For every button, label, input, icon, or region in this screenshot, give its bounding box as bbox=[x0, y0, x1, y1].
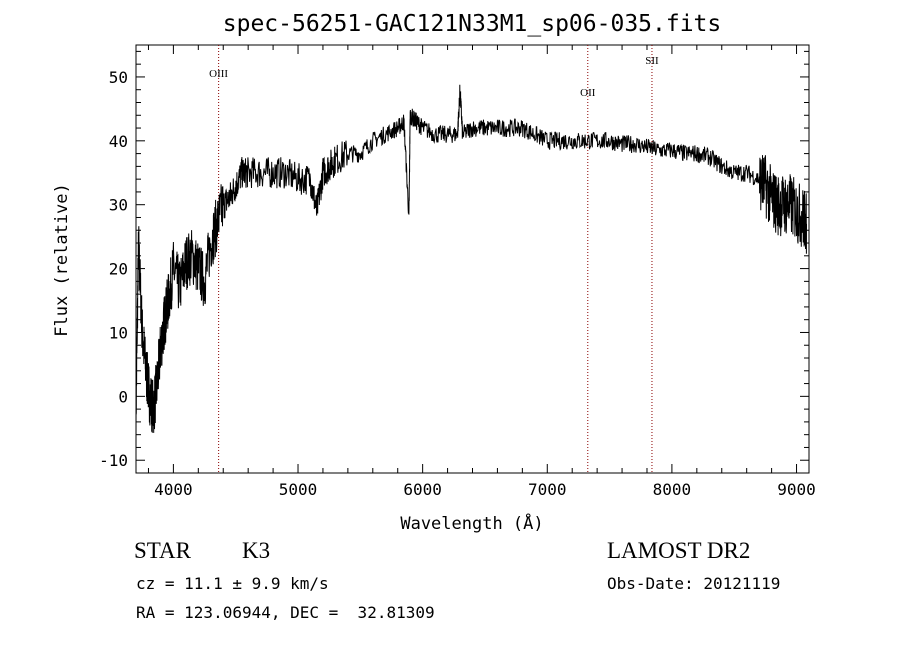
obs-date-text: Obs-Date: 20121119 bbox=[607, 574, 781, 593]
coordinates-text: RA = 123.06944, DEC = 32.81309 bbox=[136, 603, 435, 622]
y-tick-label: 10 bbox=[109, 323, 128, 342]
emission-line-markers: OIII OII SII bbox=[209, 45, 659, 473]
survey-name: LAMOST DR2 bbox=[607, 538, 751, 563]
plot-frame bbox=[135, 44, 810, 474]
x-axis-label: Wavelength (Å) bbox=[400, 512, 543, 534]
object-subclass: K3 bbox=[242, 538, 271, 563]
chart-title: spec-56251-GAC121N33M1_sp06-035.fits bbox=[223, 11, 722, 37]
emission-line-label: OII bbox=[580, 87, 596, 99]
emission-line-label: SII bbox=[645, 55, 659, 67]
x-tick-label: 9000 bbox=[777, 480, 816, 499]
y-tick-label: 50 bbox=[109, 68, 128, 87]
emission-line-label: OIII bbox=[209, 68, 228, 80]
x-tick-label: 7000 bbox=[528, 480, 567, 499]
x-tick-label: 8000 bbox=[653, 480, 692, 499]
x-tick-label: 5000 bbox=[279, 480, 318, 499]
x-tick-label: 4000 bbox=[154, 480, 193, 499]
axis-ticks bbox=[136, 45, 809, 473]
y-axis-label: Flux (relative) bbox=[52, 183, 72, 337]
object-class: STAR bbox=[134, 538, 191, 563]
y-tick-label: 20 bbox=[109, 260, 128, 279]
x-tick-label: 6000 bbox=[403, 480, 442, 499]
y-tick-labels: -10 0 10 20 30 40 50 bbox=[99, 68, 128, 470]
y-tick-label: 40 bbox=[109, 132, 128, 151]
y-tick-label: 0 bbox=[118, 387, 128, 406]
redshift-text: cz = 11.1 ± 9.9 km/s bbox=[136, 574, 329, 593]
spectrum-line bbox=[135, 84, 807, 445]
x-tick-labels: 4000 5000 6000 7000 8000 9000 bbox=[154, 480, 816, 499]
y-tick-label: 30 bbox=[109, 196, 128, 215]
y-tick-label: -10 bbox=[99, 451, 128, 470]
